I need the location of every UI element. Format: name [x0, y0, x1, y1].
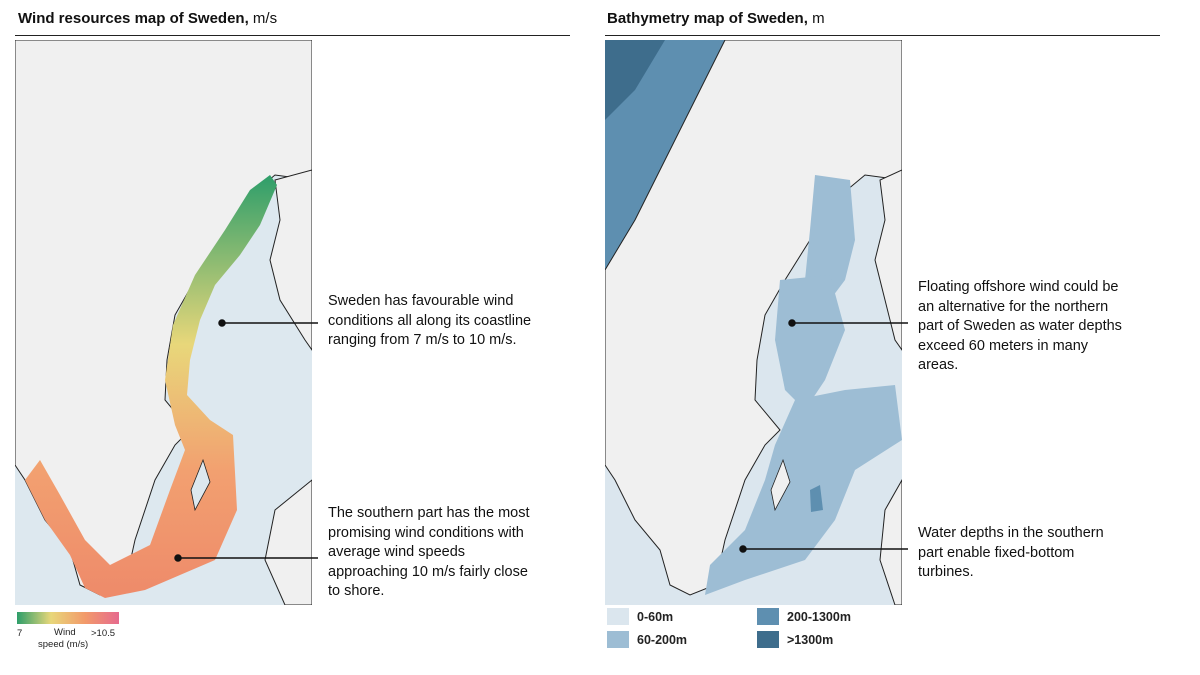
legend-label: 200-1300m: [787, 609, 851, 624]
annotation-line: approaching 10 m/s fairly close: [328, 563, 528, 580]
annotation: Water depths in the southern part enable …: [918, 524, 1104, 583]
legend-swatch: [607, 631, 629, 648]
annotation: Sweden has favourable wind conditions all…: [328, 292, 531, 351]
annotation-line: part enable fixed-bottom: [918, 544, 1075, 561]
annotation: Floating offshore wind could be an altern…: [918, 278, 1122, 376]
legend-item: 200-1300m: [757, 608, 851, 625]
annotation-line: areas.: [918, 357, 959, 373]
title-main: Bathymetry map of Sweden,: [607, 10, 808, 27]
annotation-line: an alternative for the northern: [918, 298, 1109, 315]
annotation-line: The southern part has the most: [328, 505, 530, 521]
title-main: Wind resources map of Sweden,: [18, 10, 249, 27]
annotation-line: average wind speeds: [328, 544, 466, 560]
legend-label: >1300m: [787, 632, 834, 647]
rule: [605, 35, 1160, 36]
annotation-line: exceed 60 meters in many: [918, 337, 1089, 354]
annotation-line: Water depths in the southern: [918, 525, 1104, 541]
legend-swatch: [757, 631, 779, 648]
annotation: The southern part has the most promising …: [328, 504, 530, 602]
rule: [15, 35, 570, 36]
title-unit: m/s: [252, 10, 278, 27]
title-unit: m: [812, 10, 825, 27]
legend-label: 60-200m: [637, 632, 688, 647]
annotation-line: ranging from 7 m/s to 10 m/s.: [328, 332, 517, 348]
legend-item: 60-200m: [607, 631, 687, 648]
annotation-line: Floating offshore wind could be: [918, 279, 1119, 295]
map-title: Bathymetry map of Sweden, m: [607, 10, 825, 27]
bathymetry-map: [605, 40, 902, 605]
legend-min: 7: [17, 628, 23, 639]
legend-item: >1300m: [757, 631, 833, 648]
annotation-line: conditions all along its coastline: [328, 312, 532, 329]
legend-label: Wind: [54, 627, 76, 638]
legend-label: speed (m/s): [38, 639, 89, 650]
map-title: Wind resources map of Sweden, m/s: [18, 10, 277, 27]
annotation-line: Sweden has favourable wind: [328, 293, 514, 309]
legend-max: >10.5: [91, 628, 116, 639]
legend-item: 0-60m: [607, 608, 673, 625]
annotation-line: turbines.: [918, 564, 974, 580]
legend-swatch: [757, 608, 779, 625]
legend-label: 0-60m: [637, 609, 674, 624]
annotation-line: part of Sweden as water depths: [918, 318, 1122, 334]
annotation-line: promising wind conditions with: [328, 524, 524, 541]
wind-legend-bar: [17, 612, 119, 624]
legend-swatch: [607, 608, 629, 625]
annotation-line: to shore.: [328, 583, 385, 599]
